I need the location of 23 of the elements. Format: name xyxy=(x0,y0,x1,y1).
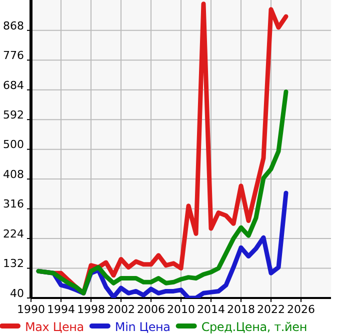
x-tick-label: 2014 xyxy=(197,302,225,316)
x-tick-label: 2010 xyxy=(167,302,195,316)
legend-label: Min Цена xyxy=(114,320,170,334)
y-tick-label: 776 xyxy=(3,49,24,62)
y-tick-label: 868 xyxy=(3,19,24,32)
legend-label: Max Цена xyxy=(25,320,84,334)
x-tick-label: 1994 xyxy=(47,302,75,316)
y-tick-label: 40 xyxy=(10,286,24,300)
y-tick-label: 684 xyxy=(3,78,24,92)
x-tick-label: 2018 xyxy=(227,302,255,316)
y-tick-label: 500 xyxy=(3,138,24,152)
y-tick-label: 408 xyxy=(3,168,24,181)
x-tick-label: 2002 xyxy=(107,302,135,316)
y-tick-label: 224 xyxy=(3,227,24,240)
x-tick-label: 1990 xyxy=(17,302,45,316)
x-tick-label: 2006 xyxy=(137,302,165,316)
x-tick-label: 1998 xyxy=(77,302,105,316)
y-tick-label: 132 xyxy=(3,257,24,270)
y-tick-label: 592 xyxy=(3,108,24,122)
y-tick-label: 316 xyxy=(3,198,24,211)
legend-label: Сред.Цена, т.йен xyxy=(201,320,307,334)
x-tick-label: 2026 xyxy=(287,302,315,316)
x-tick-label: 2022 xyxy=(257,302,285,316)
